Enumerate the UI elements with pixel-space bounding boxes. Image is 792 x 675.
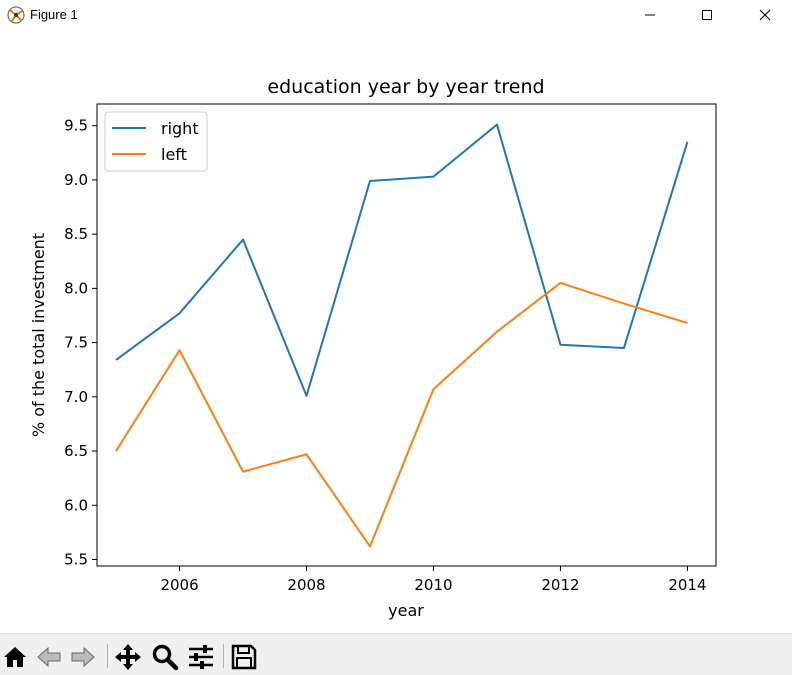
legend-label-right: right — [161, 119, 199, 138]
x-tick-label: 2008 — [287, 576, 325, 594]
close-icon — [759, 9, 771, 21]
forward-arrow-icon — [71, 646, 95, 668]
y-tick-label: 9.0 — [64, 171, 88, 189]
configure-subplots-icon — [189, 645, 213, 669]
y-tick-label: 5.5 — [64, 550, 88, 568]
close-button[interactable] — [742, 0, 788, 30]
save-button[interactable] — [229, 642, 259, 672]
legend-label-left: left — [161, 145, 187, 164]
pan-button[interactable] — [113, 642, 143, 672]
home-button[interactable] — [0, 642, 30, 672]
figure-canvas: education year by year trend 2006 2008 201… — [0, 30, 792, 633]
pan-move-icon — [115, 644, 141, 670]
configure-subplots-button[interactable] — [186, 642, 216, 672]
minimize-button[interactable] — [627, 0, 673, 30]
minimize-icon — [645, 14, 655, 16]
navigation-toolbar — [0, 633, 792, 675]
toolbar-separator — [107, 644, 108, 668]
back-button[interactable] — [34, 642, 64, 672]
y-tick-label: 6.5 — [64, 442, 88, 460]
y-tick-label: 7.5 — [64, 334, 88, 352]
legend-box — [104, 111, 208, 172]
series-line-right — [115, 123, 689, 397]
y-tick-label: 8.0 — [64, 279, 88, 297]
home-icon — [4, 647, 26, 667]
y-tick-label: 8.5 — [64, 225, 88, 243]
x-tick-label: 2010 — [414, 576, 452, 594]
y-tick-label: 6.0 — [64, 496, 88, 514]
x-tick-label: 2012 — [541, 576, 579, 594]
x-tick-label: 2014 — [668, 576, 706, 594]
save-floppy-icon — [231, 644, 257, 670]
y-axis-label: % of the total investment — [29, 233, 48, 437]
zoom-magnifier-icon — [152, 644, 179, 671]
plot-frame — [96, 103, 717, 567]
toolbar-separator — [223, 644, 224, 668]
forward-button[interactable] — [68, 642, 98, 672]
zoom-button[interactable] — [150, 642, 180, 672]
series-line-left — [115, 281, 688, 548]
window-title: Figure 1 — [30, 7, 78, 22]
maximize-icon — [702, 10, 712, 20]
app-icon — [7, 6, 25, 24]
x-tick-label: 2006 — [160, 576, 198, 594]
legend: right left — [104, 111, 208, 172]
back-arrow-icon — [37, 646, 61, 668]
window-titlebar: Figure 1 — [0, 0, 792, 30]
chart-title: education year by year trend — [267, 76, 544, 98]
line-chart: education year by year trend 2006 2008 201… — [29, 76, 717, 620]
x-axis-label: year — [388, 601, 424, 620]
maximize-button[interactable] — [684, 0, 730, 30]
y-tick-label: 7.0 — [64, 388, 88, 406]
y-tick-label: 9.5 — [64, 117, 88, 135]
